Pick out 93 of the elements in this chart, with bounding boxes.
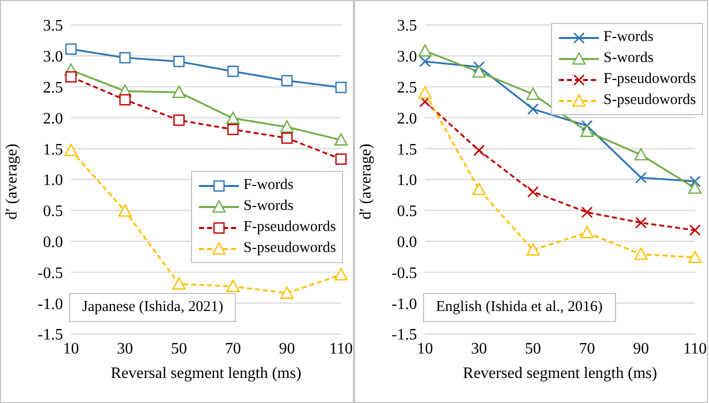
point <box>581 206 593 218</box>
point <box>689 224 701 236</box>
point <box>688 250 702 264</box>
x-tick-label: 110 <box>683 340 707 358</box>
y-tick-label: -1.0 <box>392 296 417 313</box>
point <box>418 44 432 57</box>
point <box>227 124 239 136</box>
point <box>65 71 77 83</box>
y-tick-label: 1.5 <box>397 141 417 158</box>
point <box>335 153 347 165</box>
point <box>334 133 348 146</box>
point <box>527 186 539 198</box>
point <box>173 56 185 68</box>
point <box>281 74 293 86</box>
point <box>580 226 594 238</box>
x-axis-title: Reversed segment length (ms) <box>462 365 658 382</box>
point <box>65 43 77 55</box>
point <box>226 112 240 124</box>
point <box>688 182 702 194</box>
point <box>172 86 186 98</box>
y-tick-label: -0.5 <box>392 264 417 282</box>
point <box>472 182 486 196</box>
y-tick-label: 0.5 <box>43 203 63 220</box>
x-tick-label: 10 <box>417 340 433 358</box>
point <box>634 248 648 260</box>
y-axis-title: d′ (average) <box>4 144 21 220</box>
legend-label: S-words <box>244 198 294 215</box>
legend-label: S-pseudowords <box>244 240 336 257</box>
x-tick-label: 30 <box>471 340 487 358</box>
legend-label: F-words <box>604 29 654 46</box>
point <box>634 148 648 160</box>
point <box>580 124 594 137</box>
point <box>226 280 240 292</box>
point <box>335 82 347 94</box>
y-tick-label: 3.5 <box>43 18 63 35</box>
x-axis-title: Reversal segment length (ms) <box>110 365 302 382</box>
y-tick-label: 0.5 <box>397 203 417 220</box>
point <box>118 204 132 217</box>
y-tick-label: 3.0 <box>397 48 417 66</box>
y-tick-label: -1.5 <box>392 326 417 344</box>
point <box>526 243 540 256</box>
point <box>280 120 294 133</box>
point <box>119 52 131 64</box>
legend-label: F-pseudowords <box>604 71 696 88</box>
y-tick-label: 3.0 <box>43 48 63 66</box>
x-tick-label: 110 <box>329 340 353 358</box>
point <box>173 114 185 126</box>
x-tick-label: 70 <box>225 340 241 358</box>
point <box>473 144 485 156</box>
legend-label: S-pseudowords <box>604 92 696 109</box>
x-tick-label: 90 <box>279 340 295 358</box>
point <box>281 132 293 144</box>
point <box>119 94 131 106</box>
point <box>227 66 239 77</box>
y-tick-label: 1.0 <box>397 172 417 190</box>
x-tick-label: 50 <box>171 340 187 358</box>
x-tick-label: 70 <box>579 340 595 358</box>
y-tick-label: 2.5 <box>397 79 417 96</box>
y-tick-label: -1.0 <box>38 296 63 313</box>
y-tick-label: 2.5 <box>43 79 63 96</box>
x-tick-label: 10 <box>63 340 79 358</box>
legend-label: S-words <box>604 50 654 67</box>
y-tick-label: 1.5 <box>43 141 63 158</box>
y-tick-label: 1.0 <box>43 172 63 190</box>
y-tick-label: 2.0 <box>43 110 63 128</box>
point <box>472 65 486 78</box>
point <box>64 144 78 156</box>
point <box>635 172 647 184</box>
point <box>280 286 294 299</box>
point <box>689 176 701 188</box>
point <box>635 217 647 229</box>
point <box>172 277 186 290</box>
y-tick-label: 0.0 <box>43 234 63 251</box>
point <box>526 88 540 100</box>
y-tick-label: -0.5 <box>38 264 63 282</box>
annotation: Japanese (Ishida, 2021) <box>69 293 236 322</box>
x-tick-label: 50 <box>525 340 541 358</box>
point <box>334 268 348 280</box>
legend-label: F-pseudowords <box>244 219 336 236</box>
y-tick-label: 2.0 <box>397 110 417 128</box>
y-tick-label: 3.5 <box>397 18 417 35</box>
x-tick-label: 90 <box>633 340 649 358</box>
point <box>473 61 485 73</box>
point <box>527 103 539 115</box>
x-tick-label: 30 <box>117 340 133 358</box>
y-tick-label: 0.0 <box>397 234 417 251</box>
y-axis-title: d′ (average) <box>358 144 375 220</box>
point <box>581 120 593 132</box>
y-tick-label: -1.5 <box>38 326 63 344</box>
point <box>418 86 432 99</box>
annotation: English (Ishida et al., 2016) <box>423 293 616 322</box>
legend-label: F-words <box>244 177 294 194</box>
point <box>419 56 431 68</box>
